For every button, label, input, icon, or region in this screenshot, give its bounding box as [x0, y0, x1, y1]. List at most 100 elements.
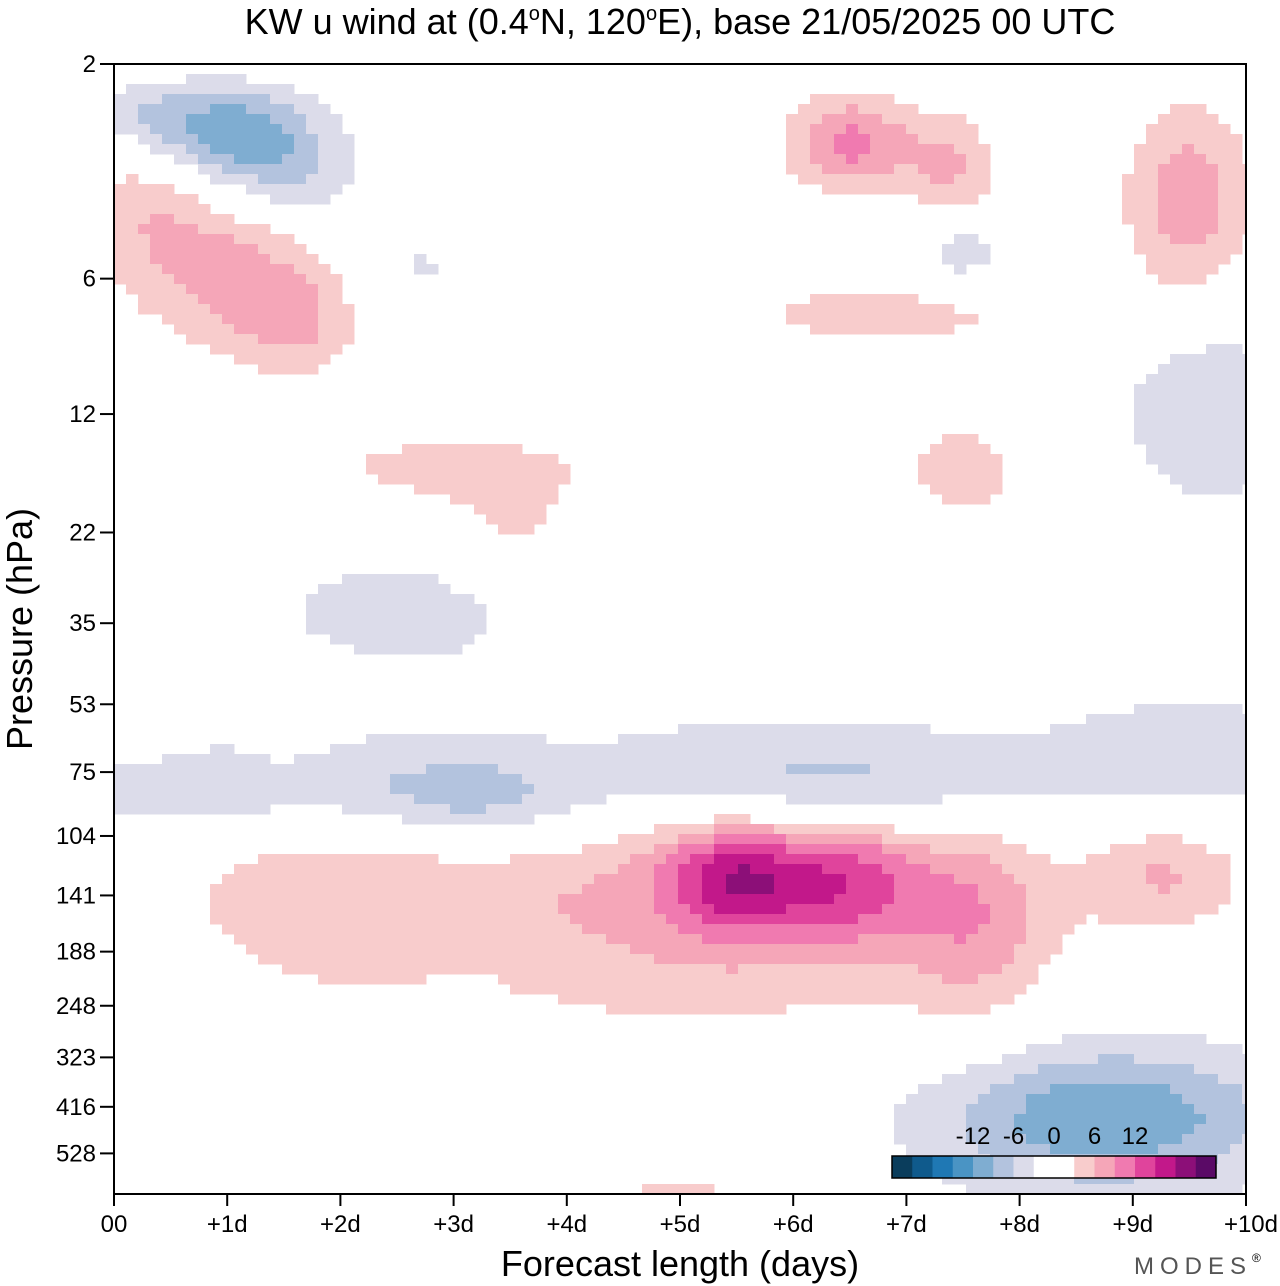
contour-cell [930, 1134, 943, 1145]
contour-cell [342, 794, 355, 805]
contour-cell [930, 174, 943, 185]
contour-cell [330, 914, 343, 925]
contour-cell [858, 944, 871, 955]
contour-cell [1146, 424, 1159, 435]
contour-cell [798, 974, 811, 985]
contour-cell [462, 454, 475, 465]
contour-cell [1194, 454, 1207, 465]
contour-cell [1026, 1184, 1039, 1194]
contour-cell [234, 354, 247, 365]
contour-cell [426, 854, 439, 865]
contour-cell [714, 814, 727, 825]
contour-cell [1002, 774, 1015, 785]
contour-cell [1230, 344, 1243, 355]
contour-cell [438, 954, 451, 965]
contour-cell [498, 444, 511, 455]
contour-cell [870, 924, 883, 935]
contour-cell [930, 484, 943, 495]
contour-cell [378, 634, 391, 645]
contour-cell [930, 844, 943, 855]
contour-cell [462, 894, 475, 905]
contour-cell [522, 934, 535, 945]
contour-cell [1218, 454, 1231, 465]
x-tick-label: +7d [886, 1211, 927, 1238]
contour-cell [306, 144, 319, 155]
contour-cell [942, 244, 955, 255]
contour-cell [1050, 1094, 1063, 1105]
contour-cell [150, 274, 163, 285]
contour-cell [882, 104, 895, 115]
colorbar-tick-label: -12 [956, 1123, 991, 1150]
contour-cell [1146, 254, 1159, 265]
contour-cell [1170, 714, 1183, 725]
contour-cell [882, 944, 895, 955]
contour-cell [174, 294, 187, 305]
contour-cell [198, 314, 211, 325]
contour-cell [654, 894, 667, 905]
contour-cell [522, 504, 535, 515]
contour-cell [1158, 914, 1171, 925]
contour-cell [1206, 364, 1219, 375]
contour-cell [498, 964, 511, 975]
contour-cell [390, 794, 403, 805]
contour-cell [1182, 244, 1195, 255]
contour-cell [1134, 404, 1147, 415]
contour-cell [1206, 1074, 1219, 1085]
contour-cell [1170, 764, 1183, 775]
contour-cell [1170, 864, 1183, 875]
contour-cell [450, 614, 463, 625]
contour-cell [258, 774, 271, 785]
contour-cell [990, 1184, 1003, 1194]
contour-cell [498, 744, 511, 755]
contour-cell [954, 964, 967, 975]
contour-cell [246, 794, 259, 805]
contour-cell [438, 774, 451, 785]
contour-cell [870, 844, 883, 855]
contour-cell [906, 924, 919, 935]
contour-cell [1158, 1104, 1171, 1115]
contour-cell [1050, 874, 1063, 885]
contour-cell [1002, 1124, 1015, 1135]
contour-cell [114, 774, 127, 785]
contour-cell [798, 774, 811, 785]
contour-cell [882, 894, 895, 905]
contour-cell [906, 964, 919, 975]
contour-cell [1134, 144, 1147, 155]
contour-cell [246, 774, 259, 785]
contour-cell [1038, 894, 1051, 905]
contour-cell [354, 764, 367, 775]
plot-frame [113, 63, 1247, 1195]
contour-cell [1038, 744, 1051, 755]
contour-cell [234, 84, 247, 95]
contour-cell [234, 794, 247, 805]
contour-cell [1206, 424, 1219, 435]
contour-cell [1242, 204, 1246, 215]
contour-cell [486, 964, 499, 975]
contour-cell [930, 194, 943, 205]
contour-cell [606, 974, 619, 985]
contour-cell [1002, 894, 1015, 905]
colorbar-swatch [1094, 1156, 1116, 1178]
contour-cell [738, 734, 751, 745]
contour-cell [1002, 934, 1015, 945]
contour-cell [726, 734, 739, 745]
contour-cell [402, 734, 415, 745]
contour-cell [918, 844, 931, 855]
contour-cell [1170, 904, 1183, 915]
contour-cell [354, 884, 367, 895]
contour-cell [1110, 734, 1123, 745]
contour-cell [810, 154, 823, 165]
contour-cell [738, 984, 751, 995]
contour-cell [978, 884, 991, 895]
contour-cell [990, 754, 1003, 765]
contour-cell [858, 294, 871, 305]
contour-cell [534, 974, 547, 985]
contour-cell [798, 104, 811, 115]
contour-cell [558, 884, 571, 895]
contour-cell [1134, 1124, 1147, 1135]
contour-cell [678, 724, 691, 735]
contour-cell [342, 804, 355, 815]
contour-cell [1206, 374, 1219, 385]
contour-cell [906, 834, 919, 845]
contour-cell [234, 784, 247, 795]
